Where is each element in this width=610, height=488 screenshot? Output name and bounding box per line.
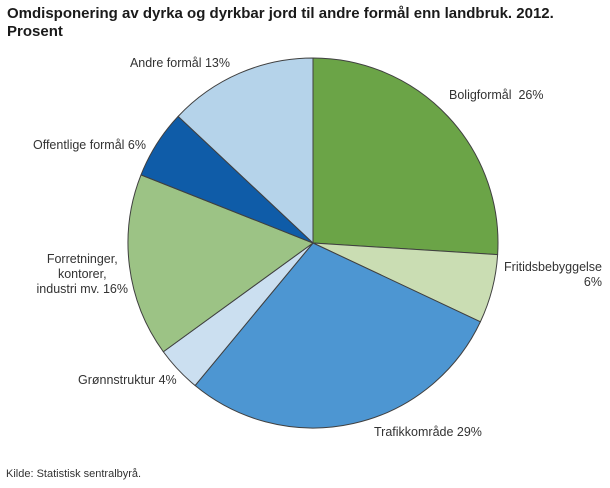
- slice-label-andre-formal: Andre formål 13%: [129, 56, 230, 70]
- slice-label-boligformal: Boligformål 26%: [449, 88, 544, 102]
- slice-label-fritidsbebyggelse: Fritidsbebyggelse 6%: [504, 260, 602, 289]
- slice-label-gronnstruktur: Grønnstruktur 4%: [78, 373, 177, 387]
- pie-slice-boligformal: [312, 57, 499, 256]
- pie-slice-andre-formal: [177, 57, 314, 244]
- pie-slice-trafikkomrade: [194, 242, 481, 429]
- pie-slice-forretninger-kontorer-industri-mv: [127, 174, 314, 353]
- chart-title: Omdisponering av dyrka og dyrkbar jord t…: [7, 5, 554, 41]
- slice-label-trafikkomrade: Trafikkområde 29%: [374, 425, 482, 439]
- slice-label-offentlige-formal: Offentlige formål 6%: [32, 138, 146, 152]
- slice-label-forretninger-kontorer-industri-mv: Forretninger, kontorer, industri mv. 16%: [36, 252, 128, 296]
- source-text: Kilde: Statistisk sentralbyrå.: [6, 468, 142, 480]
